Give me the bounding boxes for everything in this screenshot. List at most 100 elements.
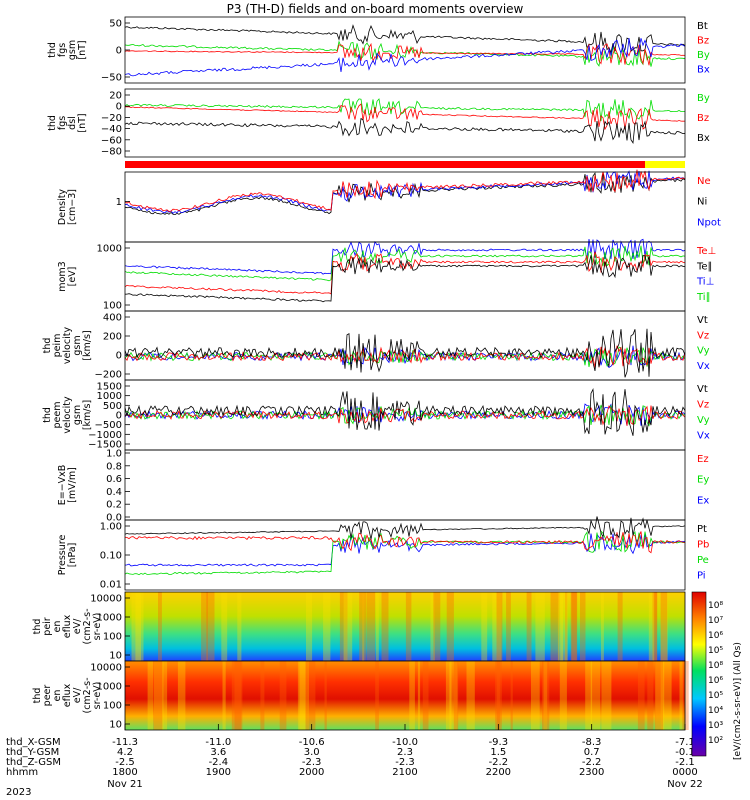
- spectrogram-band: [201, 592, 208, 661]
- ytick-label: 1000: [97, 613, 122, 624]
- xtick-hhmm: 2300: [579, 767, 604, 778]
- legend-Pb: Pb: [697, 540, 709, 551]
- series-bz: [124, 103, 686, 131]
- colorbar-tick: 10⁷: [708, 616, 723, 626]
- spectrogram-band: [679, 661, 683, 730]
- legend-Ti⊥: Ti⊥: [696, 277, 714, 288]
- series-bx: [124, 117, 686, 144]
- ylabel-line: thd: [42, 407, 53, 423]
- ylabel-line: [nPa]: [67, 543, 78, 568]
- panel-fgs-gsm: 50 0 −50 thd fgs gsm [nT] Bt Bz By Bx: [47, 16, 710, 84]
- legend-Ey: Ey: [697, 475, 709, 486]
- series-te-par: [124, 255, 686, 303]
- panel-fgs-dsl: 200−20−40−60−80 thd fgs dsl [nT] By Bz Bx: [47, 88, 710, 158]
- xtick-hhmm: 2100: [392, 767, 417, 778]
- spectrogram-band: [466, 661, 475, 730]
- series-ni: [124, 172, 686, 216]
- spectrogram-band: [359, 592, 367, 661]
- colorbar-tick: 10⁸: [708, 661, 723, 671]
- series-npot: [124, 170, 686, 214]
- legend-Vt: Vt: [697, 315, 708, 326]
- legend-Te⊥: Te⊥: [696, 246, 716, 257]
- xtick-date: Nov 22: [667, 779, 702, 790]
- ytick-label: −20: [101, 113, 122, 124]
- spectrogram-band: [135, 592, 144, 661]
- spectrogram-band: [405, 592, 412, 661]
- ylabel-line: mom3: [57, 261, 68, 291]
- series-ne: [124, 169, 686, 212]
- spectrogram-band: [617, 592, 623, 661]
- spectrogram-band: [510, 661, 513, 730]
- ylabel-line: gsm: [67, 40, 78, 60]
- spectrogram-band: [496, 592, 503, 661]
- ytick-label: 0: [116, 46, 122, 57]
- ylabel-line: eflux: [62, 683, 73, 707]
- ylabel-line: Pressure: [57, 535, 68, 576]
- series-vz: [124, 345, 686, 368]
- spectrogram-band: [362, 592, 365, 661]
- spectrogram-band: [343, 592, 353, 661]
- xtick-y: 0.7: [584, 747, 600, 758]
- legend-Npot: Npot: [697, 217, 721, 228]
- panel-frame: [124, 519, 686, 591]
- panel-efield: 0.0 0.2 0.4 0.6 0.81.0 E=−VxB [mV/m] Ez Ey Ex: [57, 449, 709, 524]
- status-bar-yellow: [645, 161, 685, 168]
- spectrogram-band: [495, 661, 500, 730]
- ytick-label: 0.6: [106, 474, 122, 485]
- spectrogram-band: [655, 661, 665, 730]
- ylabel-line: gsm: [72, 405, 83, 425]
- spectrogram-band: [324, 661, 327, 730]
- ytick-label: 0.4: [106, 487, 122, 498]
- legend-Ni: Ni: [697, 197, 707, 208]
- ylabel-line: velocity: [62, 327, 73, 365]
- ylabel-line: en: [52, 690, 63, 702]
- spectrogram-band: [381, 592, 389, 661]
- spectrogram-band: [559, 661, 567, 730]
- spectrogram-band: [297, 661, 306, 730]
- spectrogram-image: [125, 592, 685, 661]
- ytick-label: 1.00: [100, 522, 122, 533]
- spectrogram-band: [492, 592, 502, 661]
- xtick-z: -2.1: [675, 757, 695, 768]
- ylabel-line: eV/: [72, 618, 83, 634]
- spectrogram-band: [375, 661, 379, 730]
- quality-status-bar: [125, 161, 685, 168]
- spectrogram-band: [590, 661, 601, 730]
- ytick-label: −50: [101, 73, 122, 84]
- ytick-label: −1000: [88, 430, 122, 441]
- legend-Ne: Ne: [697, 176, 711, 187]
- spectrogram-band: [206, 592, 215, 661]
- xaxis-row-label: thd_Y-GSM: [6, 747, 59, 758]
- ylabel-line: E=−VxB: [57, 465, 68, 506]
- xtick-z: -2.2: [582, 757, 602, 768]
- ylabel-line: (cm2-s-: [82, 677, 93, 713]
- xtick-x: -7.1: [675, 737, 695, 748]
- ytick-label: −60: [101, 135, 122, 146]
- legend-Pt: Pt: [697, 524, 707, 535]
- xaxis-row-label: thd_X-GSM: [6, 737, 61, 748]
- xtick-x: -10.0: [392, 737, 418, 748]
- spectrogram-band: [481, 592, 488, 661]
- panel-frame: [124, 310, 686, 381]
- legend-Ez: Ez: [697, 454, 709, 465]
- xtick-hhmm: 1900: [206, 767, 231, 778]
- series-pt: [124, 516, 686, 540]
- ylabel-line: thd: [47, 115, 58, 131]
- spectrogram-band: [637, 661, 645, 730]
- spectrogram-band: [660, 592, 668, 661]
- ytick-label: 10: [109, 720, 122, 731]
- legend-Ex: Ex: [697, 495, 709, 506]
- spectrogram-band: [531, 661, 540, 730]
- legend-Vy: Vy: [697, 415, 710, 426]
- ylabel-line: [km/s]: [82, 400, 93, 430]
- panel-frame: [124, 449, 686, 521]
- ylabel-line: dsl: [67, 116, 78, 130]
- xtick-y: 2.3: [397, 747, 413, 758]
- ytick-label: 1000: [97, 682, 122, 693]
- legend-Bt: Bt: [697, 21, 708, 32]
- colorbar-tick: 10⁴: [708, 706, 723, 716]
- spectrogram-band: [560, 592, 568, 661]
- xtick-y: -0.1: [675, 747, 695, 758]
- spectrogram-band: [153, 661, 163, 730]
